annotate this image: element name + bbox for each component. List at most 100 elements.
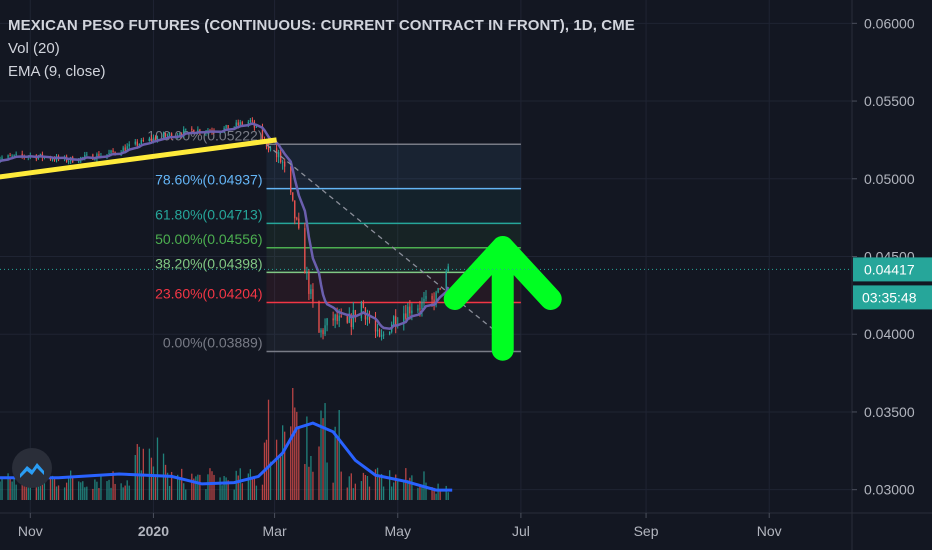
volume-bar-117	[324, 403, 326, 500]
candle-body-105	[292, 192, 294, 201]
y-tick-label-6: 0.03000	[864, 482, 915, 498]
volume-bar-12	[27, 484, 29, 500]
volume-bar-40	[108, 479, 110, 500]
fib-zone-1	[266, 188, 521, 224]
volume-bar-42	[112, 471, 114, 500]
volume-bar-22	[55, 486, 58, 500]
volume-bar-56	[152, 466, 155, 500]
last-price-badge-text: 0.04417	[864, 261, 915, 277]
candle-body-29	[78, 161, 80, 163]
volume-bar-137	[380, 473, 383, 500]
volume-bar-34	[92, 488, 94, 500]
volume-ma-line	[0, 421, 453, 492]
volume-bar-84	[233, 489, 235, 500]
y-tick-label-5: 0.03500	[864, 404, 915, 420]
candle-body-100	[277, 152, 280, 158]
volume-bar-57	[154, 476, 157, 500]
volume-bar-148	[411, 475, 413, 500]
candle-body-46	[124, 147, 126, 151]
volume-bar-160	[447, 492, 449, 500]
volume-bar-115	[320, 410, 322, 500]
volume-bar-126	[350, 473, 352, 500]
volume-bar-79	[219, 477, 221, 500]
candle-body-62	[168, 133, 171, 136]
volume-bar-19	[49, 477, 52, 500]
volume-bar-155	[433, 487, 435, 500]
volume-bar-134	[374, 469, 377, 500]
candle-body-104	[290, 166, 292, 193]
volume-bar-48	[128, 485, 130, 500]
volume-bar-153	[425, 482, 427, 500]
volume-bar-9	[21, 474, 23, 500]
countdown-badge	[853, 285, 932, 310]
x-tick-label-2: Mar	[263, 523, 287, 539]
candle-body-138	[382, 334, 385, 336]
volume-bar-26	[67, 475, 70, 500]
chart-legend: MEXICAN PESO FUTURES (CONTINUOUS: CURREN…	[8, 14, 635, 83]
candle-body-87	[239, 122, 241, 126]
volume-bar-51	[138, 446, 140, 500]
candle-body-152	[423, 298, 425, 302]
last-price-badge	[853, 257, 932, 282]
volume-bar-25	[65, 482, 68, 500]
volume-bar-138	[382, 486, 385, 500]
candle-body-32	[84, 155, 86, 158]
candle-body-60	[164, 133, 167, 137]
candle-body-146	[407, 306, 409, 319]
volume-bar-113	[312, 471, 314, 500]
x-tick-label-5: Sep	[634, 523, 659, 539]
candle-body-20	[51, 159, 54, 161]
candle-body-48	[128, 144, 130, 147]
time-axis[interactable]: Nov 2020 Mar May Jul Sep Nov	[18, 513, 782, 539]
volume-bar-130	[362, 472, 365, 500]
volume-bar-107	[296, 411, 298, 500]
candle-body-51	[138, 143, 140, 146]
volume-bar-61	[166, 472, 169, 500]
volume-indicator-label[interactable]: Vol (20)	[8, 40, 60, 57]
volume-bar-102	[281, 425, 284, 500]
ema-line	[0, 122, 450, 330]
candle-body-40	[108, 152, 110, 155]
fib-label-4: 38.20%(0.04398)	[155, 255, 262, 271]
x-tick-label-4: Jul	[512, 523, 530, 539]
y-tick-label-2: 0.05000	[864, 171, 915, 187]
volume-bar-47	[126, 480, 128, 500]
volume-bar-36	[96, 481, 98, 500]
candle-body-42	[112, 150, 114, 153]
candle-body-142	[395, 316, 397, 326]
volume-bar-24	[63, 487, 66, 500]
volume-bar-67	[183, 483, 185, 500]
candle-body-56	[152, 137, 155, 141]
ema-indicator-label[interactable]: EMA (9, close)	[8, 63, 106, 80]
volume-bar-82	[225, 477, 227, 500]
x-tick-label-1: 2020	[138, 523, 169, 539]
volume-bar-133	[368, 486, 371, 500]
volume-bar-140	[391, 486, 393, 500]
x-tick-label-0: Nov	[18, 523, 43, 539]
tradingview-logo-shape	[20, 463, 44, 478]
chart-title[interactable]: MEXICAN PESO FUTURES (CONTINUOUS: CURREN…	[8, 17, 635, 34]
volume-bar-80	[221, 485, 223, 500]
volume-bar-101	[279, 456, 282, 500]
volume-bar-17	[41, 483, 44, 500]
volume-bar-78	[213, 474, 215, 500]
candle-body-6	[11, 155, 13, 157]
candle-body-58	[156, 137, 159, 141]
yellow-trendline[interactable]	[0, 137, 277, 180]
candle-body-132	[366, 316, 369, 320]
green-up-arrow-icon[interactable]	[443, 235, 562, 361]
volume-bar-27	[70, 470, 72, 500]
fib-diagonal-line[interactable]	[266, 144, 510, 343]
volume-bar-86	[237, 475, 239, 500]
candle-body-61	[166, 135, 169, 137]
candle-body-21	[53, 159, 56, 161]
volume-bar-41	[110, 487, 112, 500]
candle-body-126	[350, 315, 352, 328]
volume-bar-141	[393, 482, 395, 500]
candle-body-155	[433, 299, 435, 305]
tradingview-logo-icon[interactable]	[12, 448, 52, 488]
candle-body-127	[352, 310, 354, 328]
candle-body-7	[13, 154, 15, 156]
